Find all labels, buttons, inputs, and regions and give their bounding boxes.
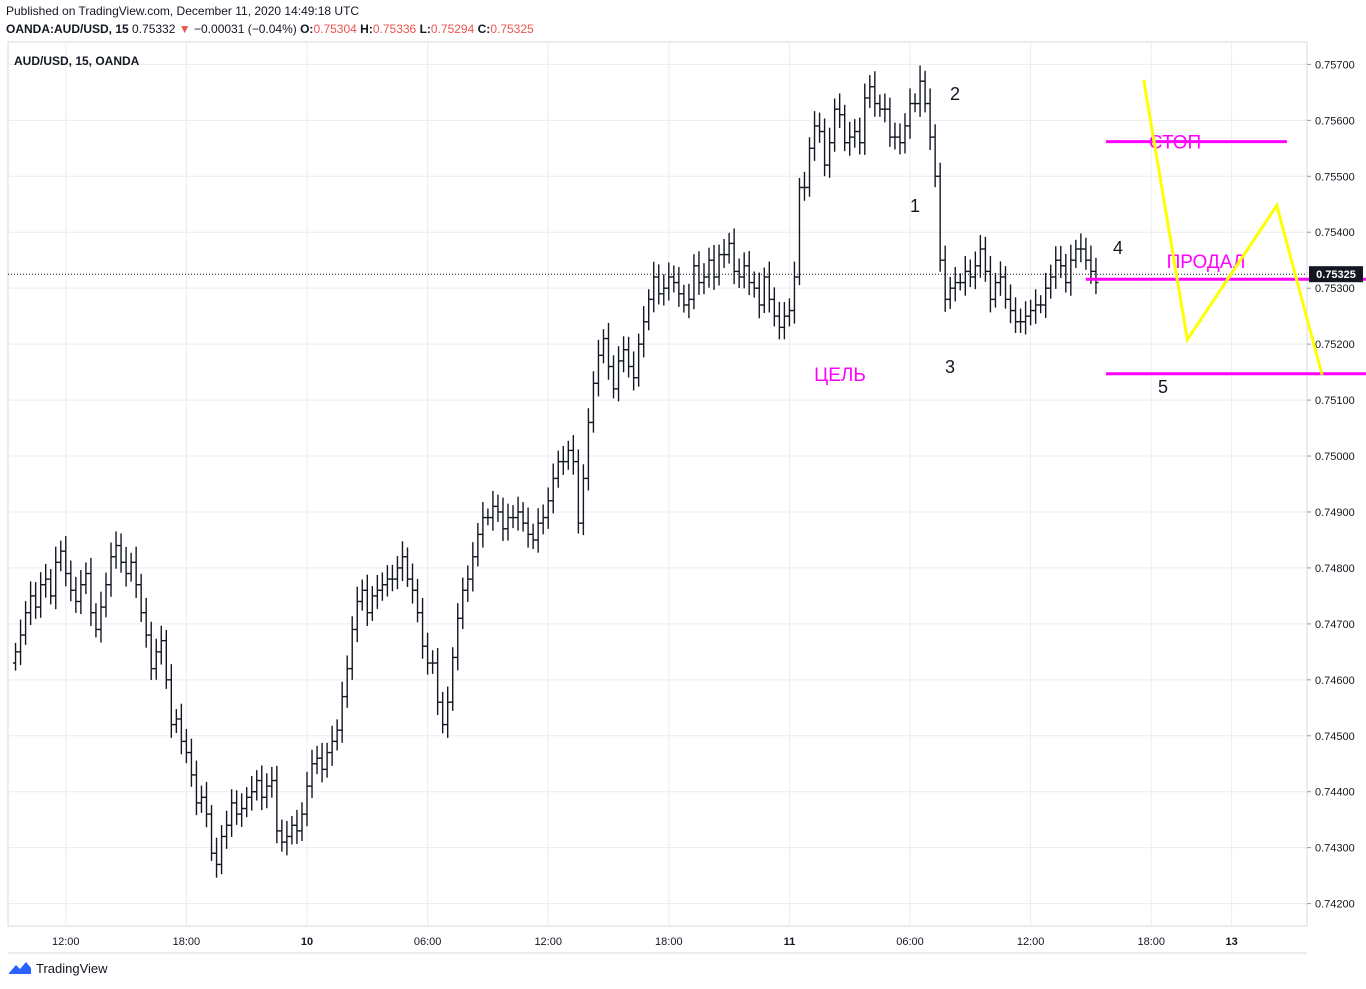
price-tick-label: 0.75700 [1315,59,1355,71]
price-tick-label: 0.75600 [1315,115,1355,127]
time-tick-label: 18:00 [173,936,201,948]
price-tick-label: 0.75400 [1315,227,1355,239]
time-tick-label: 06:00 [896,936,924,948]
open-label: O: [300,22,314,36]
footer-brand: TradingView [8,960,108,976]
wave-label-2: 2 [950,84,960,104]
wave-label-1: 1 [910,196,920,216]
time-tick-label: 11 [784,936,796,948]
time-tick-label: 10 [301,936,313,948]
high-label: H: [360,22,373,36]
time-tick-label: 13 [1225,936,1237,948]
last-price: 0.75332 [132,22,176,36]
price-tick-label: 0.74800 [1315,563,1355,575]
sold-level-label: ПРОДАЛ [1167,252,1246,273]
symbol-info-line: OANDA:AUD/USD, 15 0.75332 ▼ −0.00031 (−0… [6,22,534,36]
high-value: 0.75336 [372,22,417,36]
close-label: C: [477,22,491,36]
time-tick-label: 18:00 [1137,936,1165,948]
wave-label-5: 5 [1158,377,1168,397]
time-tick-label: 12:00 [52,936,80,948]
price-tick-label: 0.74900 [1315,507,1355,519]
target-level-label: ЦЕЛЬ [814,365,866,386]
last-price-badge-label: 0.75325 [1316,269,1356,281]
time-tick-label: 12:00 [534,936,562,948]
brand-text: TradingView [36,960,108,976]
price-tick-label: 0.74700 [1315,619,1355,631]
price-tick-label: 0.74300 [1315,843,1355,855]
price-tick-label: 0.75500 [1315,171,1355,183]
time-tick-label: 06:00 [414,936,442,948]
low-value: 0.75294 [430,22,475,36]
time-tick-label: 12:00 [1017,936,1045,948]
symbol-name: OANDA:AUD/USD, 15 [6,22,129,36]
open-value: 0.75304 [313,22,357,36]
tradingview-logo-icon [9,962,31,974]
price-tick-label: 0.74200 [1315,899,1355,911]
time-tick-label: 18:00 [655,936,683,948]
wave-polyline [1142,79,1324,376]
chart-title: AUD/USD, 15, OANDA [14,54,140,68]
stop-level-label: СТОП [1149,133,1201,154]
plot-area [7,41,1308,927]
price-change: −0.00031 (−0.04%) [194,22,297,36]
low-label: L: [419,22,431,36]
price-tick-label: 0.74600 [1315,675,1355,687]
price-tick-label: 0.74400 [1315,787,1355,799]
wave-label-4: 4 [1113,238,1123,258]
change-arrow-icon: ▼ [178,22,191,36]
price-tick-label: 0.75200 [1315,339,1355,351]
last-price-badge [1309,266,1363,283]
published-line: Published on TradingView.com, December 1… [6,4,360,18]
price-tick-label: 0.75100 [1315,395,1355,407]
close-value: 0.75325 [490,22,534,36]
price-tick-label: 0.74500 [1315,731,1355,743]
wave-label-3: 3 [945,357,955,377]
price-tick-label: 0.75300 [1315,283,1355,295]
price-tick-label: 0.75000 [1315,451,1355,463]
